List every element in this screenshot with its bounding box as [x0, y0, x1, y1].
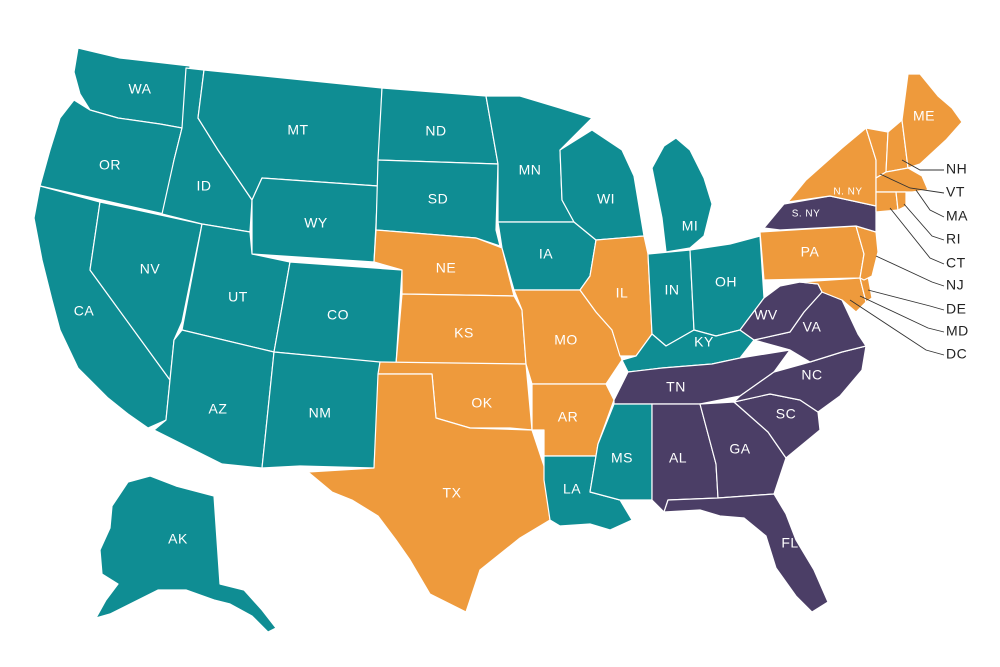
state-wy[interactable] — [251, 177, 379, 263]
state-s-ny[interactable] — [763, 195, 877, 233]
label-nv: NV — [140, 261, 161, 277]
state-wv[interactable] — [739, 281, 823, 341]
state-nm[interactable] — [261, 351, 381, 469]
label-sc: SC — [776, 406, 796, 422]
label-n-ny: N. NY — [833, 187, 862, 198]
label-nc: NC — [801, 367, 822, 383]
state-ct[interactable] — [875, 191, 899, 213]
states-layer — [33, 47, 963, 633]
callout-md: MD — [946, 323, 969, 339]
label-in: IN — [665, 282, 680, 298]
leader-ri — [903, 203, 945, 241]
state-ri[interactable] — [895, 191, 907, 211]
state-labels-layer: WA OR CA ID NV MT WY UT CO AZ NM ND SD N… — [74, 81, 935, 551]
label-al: AL — [669, 450, 687, 466]
label-sd: SD — [428, 191, 448, 207]
label-mo: MO — [554, 332, 578, 348]
label-ok: OK — [471, 395, 492, 411]
label-ar: AR — [558, 409, 578, 425]
leader-md — [859, 295, 945, 333]
label-mt: MT — [287, 122, 308, 138]
state-tx[interactable] — [307, 373, 551, 613]
label-va: VA — [803, 319, 822, 335]
state-me[interactable] — [901, 73, 963, 169]
label-mn: MN — [519, 162, 542, 178]
state-n-ny[interactable] — [787, 127, 877, 207]
callout-ri: RI — [946, 231, 961, 247]
leader-ma — [915, 189, 945, 218]
state-nc[interactable] — [733, 345, 867, 413]
label-pa: PA — [801, 244, 820, 260]
label-wi: WI — [597, 191, 615, 207]
callout-ct: CT — [946, 255, 966, 271]
label-mi: MI — [682, 218, 699, 234]
label-ut: UT — [228, 289, 248, 305]
leader-ct — [889, 207, 945, 265]
label-wy: WY — [304, 215, 328, 231]
label-la: LA — [563, 481, 581, 497]
label-me: ME — [913, 108, 935, 124]
leader-nh — [901, 159, 944, 171]
label-or: OR — [99, 157, 121, 173]
state-fl[interactable] — [663, 493, 829, 613]
label-co: CO — [327, 307, 349, 323]
label-ak: AK — [168, 531, 188, 547]
label-tx: TX — [443, 485, 462, 501]
label-id: ID — [197, 178, 212, 194]
callout-vt: VT — [946, 184, 965, 200]
label-ca: CA — [74, 303, 95, 319]
label-ia: IA — [539, 246, 553, 262]
label-tn: TN — [666, 379, 686, 395]
callout-de: DE — [946, 301, 966, 317]
label-ms: MS — [611, 450, 633, 466]
callout-nh: NH — [946, 161, 967, 177]
label-wv: WV — [754, 307, 778, 323]
label-ks: KS — [454, 325, 474, 341]
leader-de — [867, 289, 945, 311]
callout-ma: MA — [946, 208, 968, 224]
state-in[interactable] — [647, 249, 695, 347]
label-oh: OH — [715, 274, 737, 290]
leader-dc — [849, 299, 945, 356]
label-nd: ND — [425, 123, 446, 139]
label-ga: GA — [729, 441, 750, 457]
callout-nj: NJ — [946, 277, 964, 293]
state-nj[interactable] — [855, 225, 879, 281]
label-il: IL — [616, 285, 629, 301]
leader-vt — [879, 173, 945, 194]
callout-dc: DC — [946, 346, 967, 362]
callouts-layer: NH VT MA RI CT NJ DE MD DC — [849, 159, 969, 362]
label-fl: FL — [781, 535, 798, 551]
state-mi[interactable] — [651, 137, 713, 253]
label-nm: NM — [309, 405, 332, 421]
label-ky: KY — [694, 334, 714, 350]
label-ne: NE — [436, 260, 456, 276]
state-il[interactable] — [579, 235, 653, 357]
label-s-ny: S. NY — [792, 209, 821, 220]
state-ak[interactable] — [95, 475, 277, 633]
label-az: AZ — [209, 401, 228, 417]
leader-nj — [875, 255, 945, 287]
label-wa: WA — [128, 81, 151, 97]
